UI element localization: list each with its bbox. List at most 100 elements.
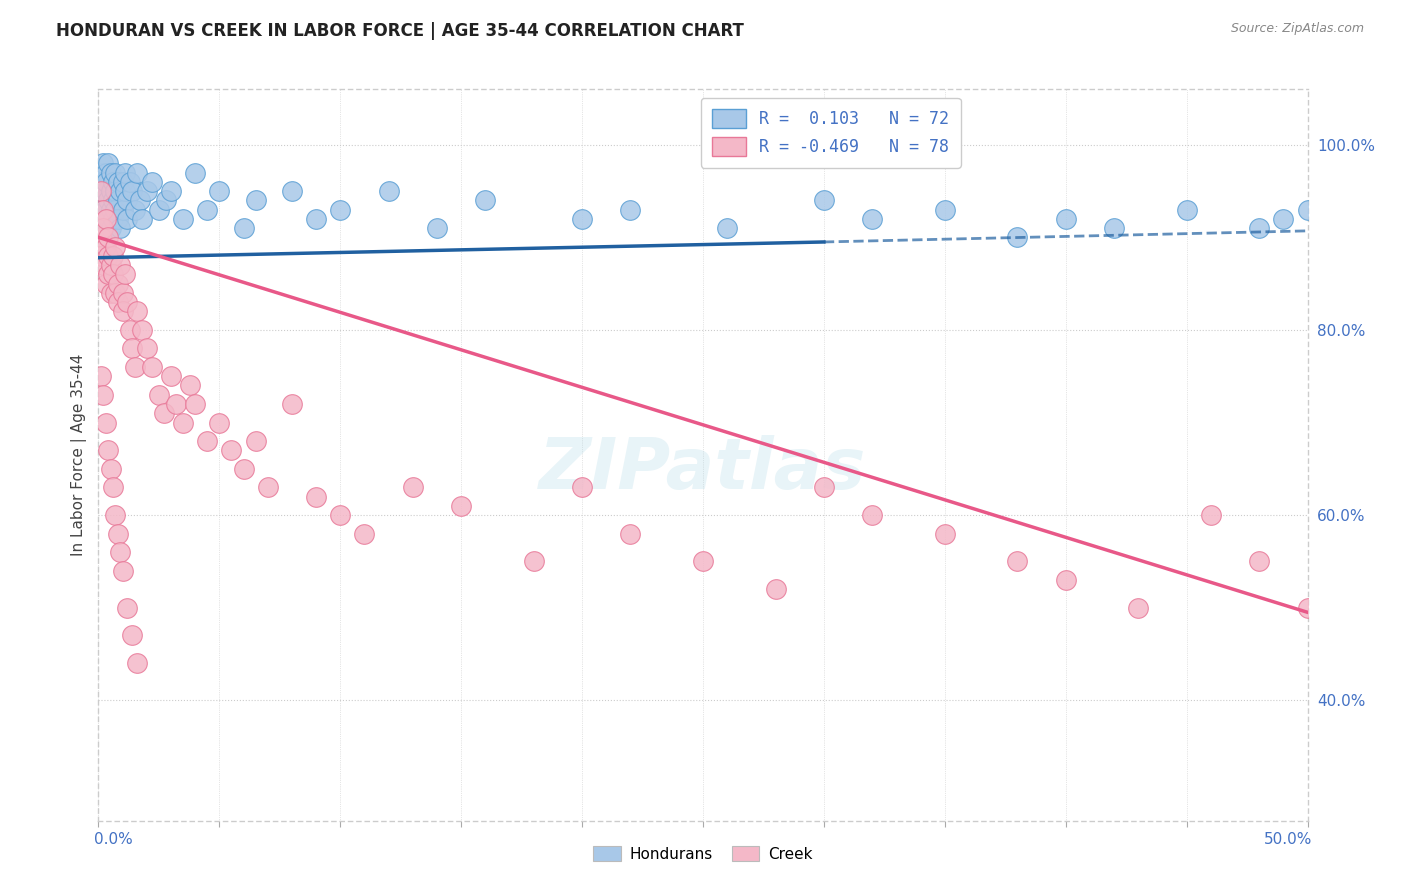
Point xyxy=(329,508,352,522)
Point xyxy=(245,194,267,208)
Point xyxy=(114,165,136,179)
Point xyxy=(117,194,139,208)
Legend: Hondurans, Creek: Hondurans, Creek xyxy=(588,839,818,868)
Point xyxy=(94,211,117,226)
Point xyxy=(124,359,146,374)
Text: Source: ZipAtlas.com: Source: ZipAtlas.com xyxy=(1230,22,1364,36)
Point xyxy=(114,268,136,282)
Point xyxy=(184,397,207,411)
Point xyxy=(94,277,117,291)
Point xyxy=(232,221,254,235)
Point xyxy=(135,342,157,356)
Point xyxy=(101,249,124,263)
Point xyxy=(90,249,112,263)
Point xyxy=(117,211,139,226)
Point xyxy=(232,462,254,476)
Point xyxy=(1007,230,1029,244)
Point xyxy=(1296,600,1319,615)
Point xyxy=(1007,554,1029,568)
Point xyxy=(100,258,122,272)
Point xyxy=(104,202,127,217)
Point xyxy=(104,508,127,522)
Point xyxy=(111,175,134,189)
Point xyxy=(245,434,267,448)
Point xyxy=(101,480,124,494)
Point xyxy=(97,230,120,244)
Point xyxy=(117,600,139,615)
Point xyxy=(97,194,120,208)
Point xyxy=(148,388,170,402)
Point xyxy=(91,194,114,208)
Point xyxy=(1102,221,1125,235)
Point xyxy=(108,221,131,235)
Point xyxy=(1054,573,1077,587)
Point xyxy=(97,156,120,170)
Point xyxy=(208,184,231,198)
Point xyxy=(104,285,127,300)
Point xyxy=(101,268,124,282)
Point xyxy=(100,202,122,217)
Point xyxy=(108,545,131,559)
Point xyxy=(104,184,127,198)
Point xyxy=(179,378,201,392)
Point xyxy=(127,304,149,318)
Point xyxy=(131,323,153,337)
Point xyxy=(619,526,641,541)
Point xyxy=(353,526,375,541)
Point xyxy=(402,480,425,494)
Point xyxy=(94,202,117,217)
Point xyxy=(94,184,117,198)
Point xyxy=(90,230,112,244)
Point xyxy=(934,526,956,541)
Point xyxy=(107,295,129,310)
Point xyxy=(101,175,124,189)
Point xyxy=(141,359,163,374)
Point xyxy=(716,221,738,235)
Point xyxy=(195,434,218,448)
Point xyxy=(165,397,187,411)
Point xyxy=(104,165,127,179)
Point xyxy=(1175,202,1198,217)
Point xyxy=(426,221,449,235)
Point xyxy=(148,202,170,217)
Text: 0.0%: 0.0% xyxy=(94,831,132,847)
Point xyxy=(94,239,117,253)
Point xyxy=(1272,211,1295,226)
Point xyxy=(100,285,122,300)
Point xyxy=(100,221,122,235)
Point xyxy=(619,202,641,217)
Point xyxy=(860,211,883,226)
Y-axis label: In Labor Force | Age 35-44: In Labor Force | Age 35-44 xyxy=(72,354,87,556)
Point xyxy=(141,175,163,189)
Point xyxy=(118,323,141,337)
Point xyxy=(450,499,472,513)
Point xyxy=(184,165,207,179)
Point xyxy=(1296,202,1319,217)
Point xyxy=(90,165,112,179)
Point xyxy=(97,443,120,458)
Point xyxy=(813,480,835,494)
Point xyxy=(107,526,129,541)
Point xyxy=(1249,554,1271,568)
Point xyxy=(208,416,231,430)
Point xyxy=(94,175,117,189)
Point xyxy=(97,211,120,226)
Point xyxy=(97,268,120,282)
Point xyxy=(813,194,835,208)
Point xyxy=(91,388,114,402)
Point xyxy=(256,480,278,494)
Point xyxy=(111,285,134,300)
Point xyxy=(172,416,194,430)
Point xyxy=(172,211,194,226)
Point xyxy=(121,628,143,642)
Point xyxy=(107,277,129,291)
Point xyxy=(1128,600,1150,615)
Point xyxy=(329,202,352,217)
Point xyxy=(108,184,131,198)
Point xyxy=(127,657,149,671)
Point xyxy=(91,211,114,226)
Point xyxy=(152,406,174,420)
Point xyxy=(114,184,136,198)
Point xyxy=(1054,211,1077,226)
Point xyxy=(121,184,143,198)
